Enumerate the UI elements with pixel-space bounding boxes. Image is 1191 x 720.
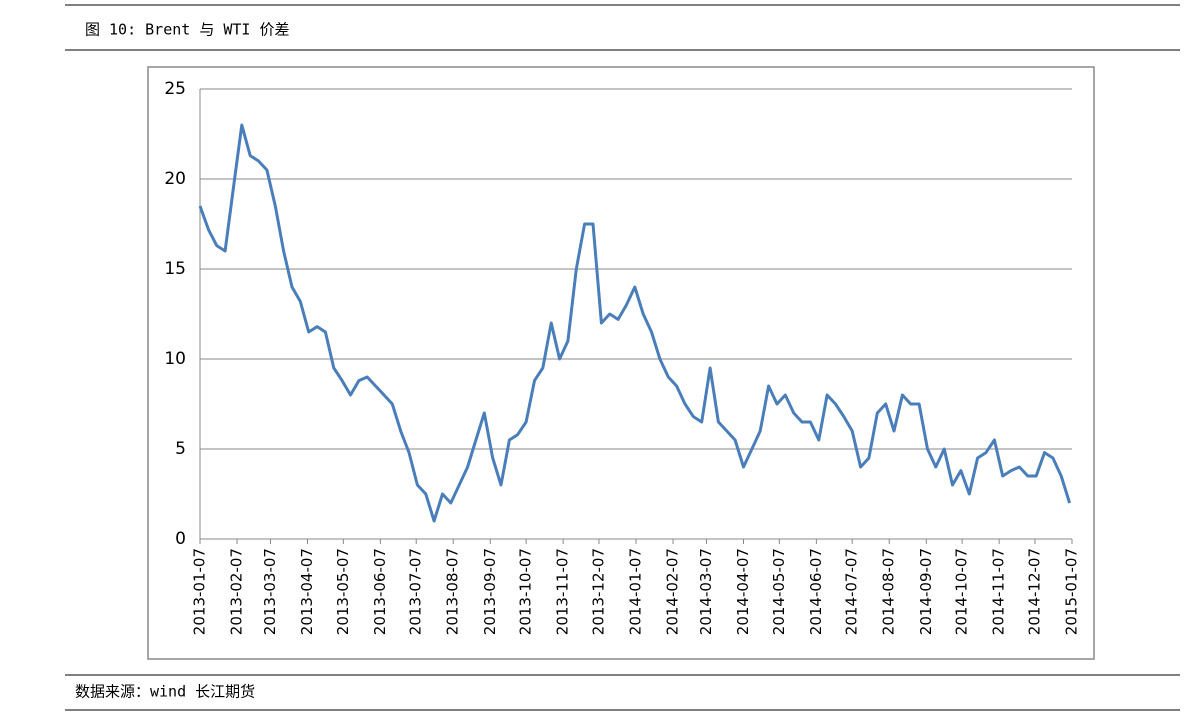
y-tick-label: 5 [175,439,186,459]
x-tick-label: 2013-07-07 [407,548,425,635]
x-tick-label: 2013-02-07 [228,548,246,635]
data-line [198,123,1072,523]
x-tick-label: 2013-01-07 [191,548,209,635]
chart-frame [147,66,1095,660]
figure-title: 图 10: Brent 与 WTI 价差 [85,21,290,39]
x-tick-label: 2014-04-07 [734,548,752,635]
x-tick-label: 2014-07-07 [843,548,861,635]
y-tick-label: 10 [164,349,186,369]
x-tick-label: 2014-02-07 [664,548,682,635]
x-tick-label: 2014-03-07 [697,548,715,635]
x-tick-label: 2014-12-07 [1025,548,1043,635]
x-tick-label: 2014-11-07 [990,548,1008,635]
x-tick-label: 2014-01-07 [627,548,645,635]
source-note: 数据来源：wind 长江期货 [75,683,255,701]
x-tick-label: 2013-09-07 [481,548,499,635]
x-tick-label: 2014-08-07 [880,548,898,635]
x-tick-label: 2014-10-07 [953,548,971,635]
x-tick-label: 2013-04-07 [298,548,316,635]
y-tick-label: 15 [164,259,186,279]
x-tick-label: 2013-03-07 [261,548,279,635]
y-tick-label: 25 [164,79,186,99]
x-tick-label: 2013-10-07 [517,548,535,635]
x-tick-label: 2014-05-07 [770,548,788,635]
x-tick-label: 2013-08-07 [444,548,462,635]
x-tick-label: 2013-06-07 [371,548,389,635]
x-tick-label: 2013-05-07 [334,548,352,635]
x-tick-label: 2014-06-07 [807,548,825,635]
y-tick-label: 0 [175,529,186,549]
x-tick-label: 2013-12-07 [589,548,607,635]
x-tick-label: 2013-11-07 [554,548,572,635]
x-tick-label: 2014-09-07 [917,548,935,635]
x-tick-label: 2015-01-07 [1063,548,1081,635]
y-tick-label: 20 [164,169,186,189]
